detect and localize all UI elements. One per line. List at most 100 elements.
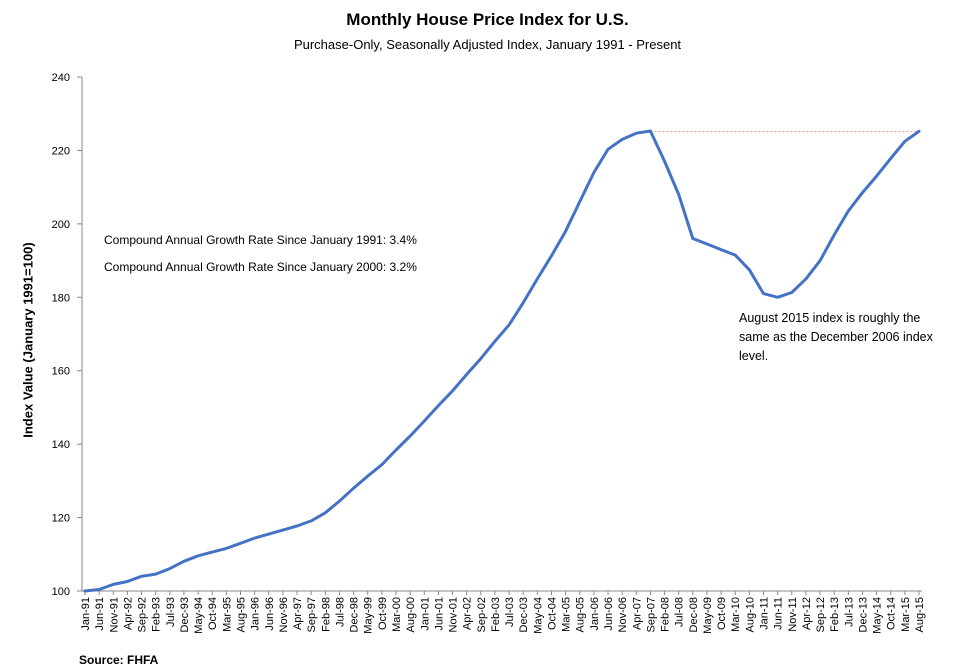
x-tick-label: Nov-01 — [448, 597, 460, 632]
x-tick-label: Sep-12 — [815, 597, 827, 632]
data-point — [777, 296, 779, 298]
series-group — [83, 129, 921, 593]
x-tick-label: Apr-97 — [292, 597, 304, 630]
x-tick-label: Jan-91 — [80, 597, 92, 631]
data-point — [847, 210, 849, 212]
data-point — [126, 580, 129, 583]
x-tick-label: Jan-01 — [419, 597, 431, 631]
data-point — [635, 132, 637, 134]
data-point — [904, 140, 906, 142]
y-tick-label: 100 — [52, 586, 70, 598]
data-point — [819, 259, 821, 262]
data-point — [692, 237, 694, 240]
x-tick-label: Apr-02 — [462, 597, 474, 630]
data-point — [268, 533, 270, 535]
data-point — [536, 278, 538, 280]
y-tick-label: 180 — [52, 292, 70, 304]
x-tick-label: Aug-05 — [575, 597, 587, 632]
x-tick-label: Aug-15 — [914, 597, 926, 632]
data-point — [352, 487, 355, 489]
x-tick-label: Jun-11 — [773, 597, 785, 630]
x-tick-label: Jul-13 — [843, 597, 855, 627]
x-tick-label: May-04 — [532, 597, 544, 634]
x-tick-label: Apr-12 — [801, 597, 813, 630]
x-tick-label: Feb-03 — [490, 597, 502, 632]
y-tick-label: 120 — [52, 513, 70, 525]
x-tick-label: Jan-11 — [759, 597, 771, 630]
x-ticks: Jan-91 Jun-91 Nov-91 Apr-92 Sep-92 Feb-93 Jul-… — [80, 591, 926, 634]
data-point — [296, 525, 298, 527]
data-point — [112, 583, 114, 585]
data-point — [225, 547, 227, 550]
cagr-1991-note: Compound Annual Growth Rate Since Januar… — [104, 233, 417, 247]
data-point — [522, 302, 524, 304]
data-point — [579, 201, 581, 203]
x-tick-label: Oct-04 — [546, 597, 558, 630]
data-point — [861, 192, 864, 194]
chart-subtitle: Purchase-Only, Seasonally Adjusted Index… — [293, 37, 682, 52]
x-tick-label: Oct-14 — [886, 597, 898, 630]
x-tick-label: May-94 — [193, 597, 205, 634]
data-point — [451, 390, 454, 392]
x-tick-label: Jul-03 — [504, 597, 516, 627]
data-point — [395, 449, 397, 451]
x-tick-label: Sep-97 — [306, 597, 318, 632]
x-tick-label: Sep-02 — [476, 597, 488, 632]
data-point — [423, 420, 425, 422]
data-point — [734, 254, 736, 256]
chart-title: Monthly House Price Index for U.S. — [346, 10, 629, 29]
data-point — [621, 138, 623, 141]
data-point — [155, 573, 157, 575]
data-point — [98, 588, 100, 591]
x-tick-label: Jun-91 — [94, 597, 106, 631]
x-tick-label: Sep-07 — [645, 597, 657, 632]
data-point — [918, 130, 920, 132]
x-tick-label: Dec-08 — [688, 597, 700, 632]
y-ticks: 100 120 140 160 180 200 220 240 — [52, 72, 82, 598]
data-point — [748, 269, 750, 271]
x-tick-label: Jul-98 — [334, 597, 346, 627]
data-point — [875, 175, 878, 177]
data-point — [282, 529, 284, 531]
x-tick-label: Jun-96 — [264, 597, 276, 631]
y-tick-label: 140 — [52, 439, 70, 451]
x-tick-label: Jan-06 — [589, 597, 601, 631]
data-point — [140, 575, 143, 577]
x-tick-label: Feb-08 — [660, 597, 672, 632]
x-tick-label: Dec-13 — [857, 597, 869, 632]
x-tick-label: Feb-98 — [320, 597, 332, 632]
annotation-note: August 2015 index is roughly the same as… — [739, 311, 933, 363]
data-point — [762, 293, 765, 295]
data-point — [254, 537, 256, 539]
x-tick-label: Oct-94 — [207, 597, 219, 630]
data-point — [211, 551, 213, 553]
data-point — [381, 464, 383, 466]
x-tick-label: Sep-92 — [137, 597, 149, 632]
data-point — [508, 324, 510, 326]
data-point — [84, 590, 86, 592]
data-point — [706, 243, 708, 245]
x-tick-label: Mar-05 — [561, 597, 573, 632]
x-tick-label: Aug-00 — [405, 597, 417, 632]
x-tick-label: Jun-06 — [603, 597, 615, 631]
x-tick-label: May-09 — [702, 597, 714, 634]
x-tick-label: Jan-96 — [250, 597, 262, 631]
data-point — [367, 475, 369, 477]
x-tick-label: Dec-93 — [179, 597, 191, 632]
data-point — [310, 520, 312, 522]
x-tick-label: Dec-98 — [349, 597, 361, 632]
x-tick-label: Nov-96 — [278, 597, 290, 632]
data-point — [480, 357, 482, 360]
x-tick-label: Feb-13 — [829, 597, 841, 632]
x-tick-label: Oct-99 — [377, 597, 389, 630]
cagr-2000-note: Compound Annual Growth Rate Since Januar… — [104, 260, 417, 274]
data-point — [649, 130, 652, 132]
x-tick-label: Oct-09 — [716, 597, 728, 630]
data-point — [791, 291, 793, 294]
y-tick-label: 200 — [52, 219, 70, 231]
data-point — [338, 500, 341, 502]
x-tick-label: May-14 — [872, 597, 884, 634]
x-tick-label: Jul-93 — [165, 597, 177, 627]
y-tick-label: 220 — [52, 145, 70, 157]
